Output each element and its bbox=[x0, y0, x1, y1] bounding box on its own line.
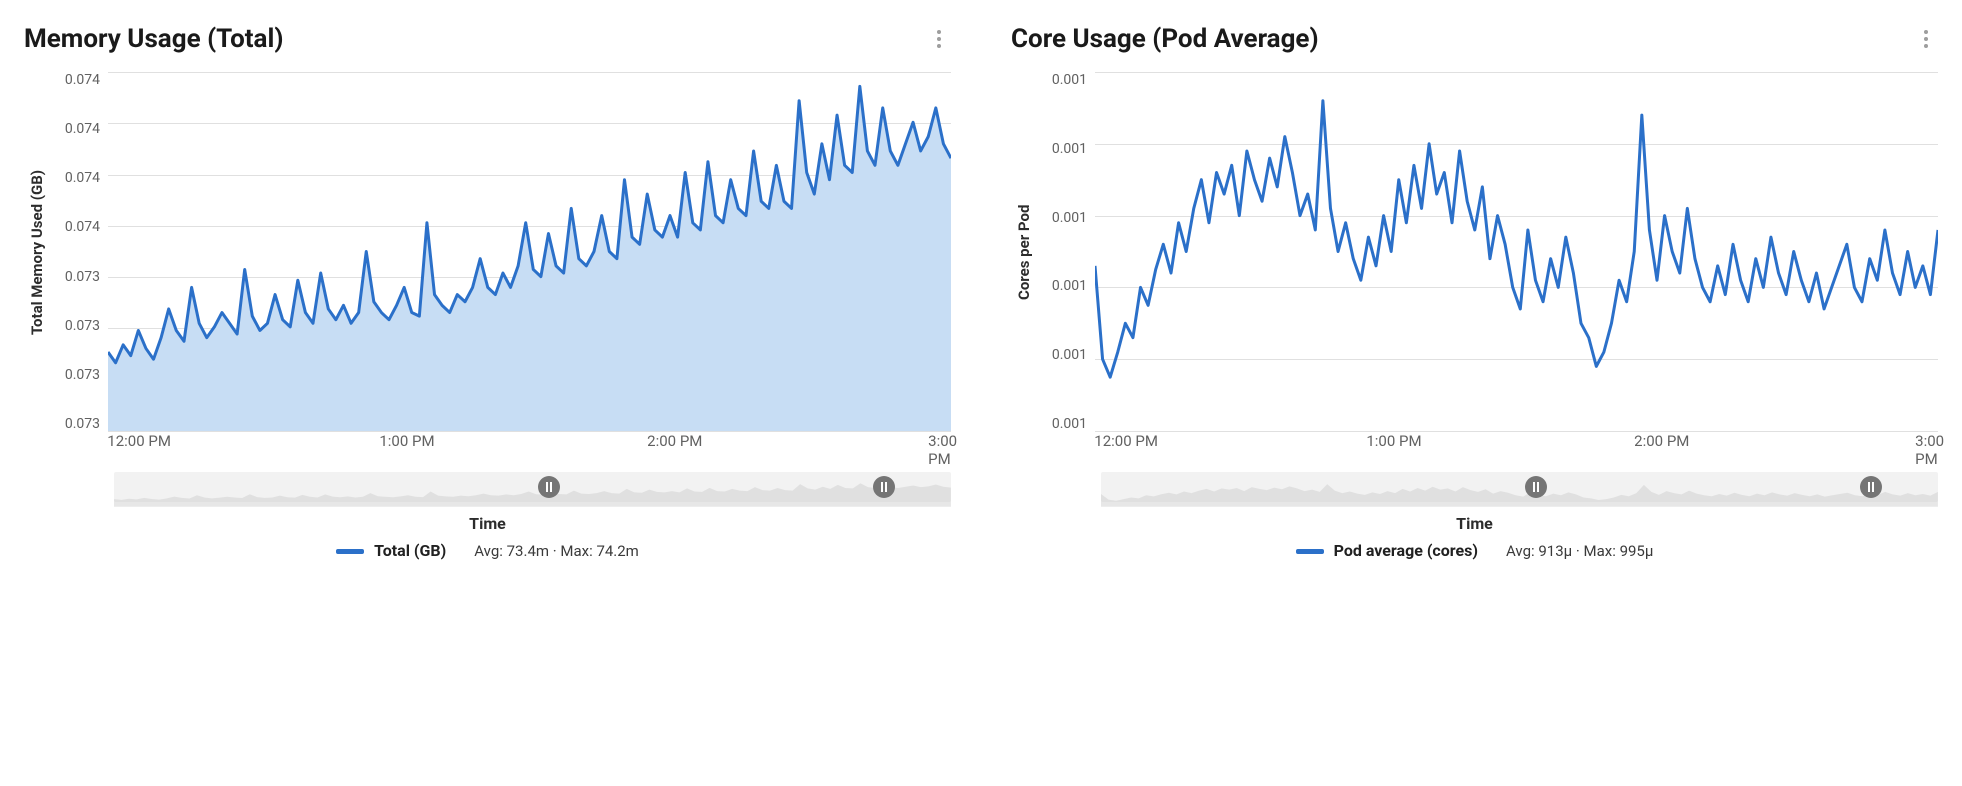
scrubber-overview bbox=[1101, 476, 1938, 507]
x-tick-label: 3:00 PM bbox=[928, 432, 957, 468]
y-axis-label: Cores per Pod bbox=[1011, 72, 1037, 432]
time-scrubber[interactable] bbox=[1101, 472, 1938, 502]
y-tick-label: 0.074 bbox=[65, 121, 100, 137]
chart-area: Cores per Pod0.0010.0010.0010.0010.0010.… bbox=[1011, 72, 1938, 432]
x-tick-label: 12:00 PM bbox=[107, 432, 171, 450]
y-tick-label: 0.073 bbox=[65, 318, 100, 334]
y-tick-label: 0.001 bbox=[1052, 210, 1087, 226]
legend-item[interactable]: Pod average (cores) bbox=[1296, 541, 1478, 560]
legend: Pod average (cores) Avg: 913µ · Max: 995µ bbox=[1011, 541, 1938, 560]
y-tick-label: 0.001 bbox=[1052, 141, 1087, 157]
panel-title: Memory Usage (Total) bbox=[24, 24, 283, 54]
y-tick-label: 0.001 bbox=[1052, 347, 1087, 363]
scrub-handle-left[interactable] bbox=[1525, 476, 1547, 498]
panel-header: Memory Usage (Total) bbox=[24, 24, 951, 54]
y-axis-ticks: 0.074 0.074 0.074 0.074 0.073 0.073 0.073 0.073 bbox=[50, 72, 108, 432]
x-tick-label: 3:00 PM bbox=[1915, 432, 1944, 468]
scrub-handle-right[interactable] bbox=[873, 476, 895, 498]
chart-area: Total Memory Used (GB)0.0740.0740.0740.0… bbox=[24, 72, 951, 432]
y-tick-label: 0.073 bbox=[65, 367, 100, 383]
y-tick-label: 0.001 bbox=[1052, 72, 1087, 88]
x-tick-label: 1:00 PM bbox=[379, 432, 434, 450]
time-scrubber[interactable] bbox=[114, 472, 951, 502]
panel-memory: Memory Usage (Total) Total Memory Used (G… bbox=[24, 24, 951, 560]
y-tick-label: 0.073 bbox=[65, 416, 100, 432]
x-tick-label: 1:00 PM bbox=[1366, 432, 1421, 450]
y-tick-label: 0.001 bbox=[1052, 416, 1087, 432]
y-tick-label: 0.001 bbox=[1052, 278, 1087, 294]
y-tick-label: 0.074 bbox=[65, 170, 100, 186]
scrubber-overview bbox=[114, 476, 951, 507]
panel-header: Core Usage (Pod Average) bbox=[1011, 24, 1938, 54]
plot-region[interactable] bbox=[108, 72, 951, 432]
x-tick-label: 12:00 PM bbox=[1094, 432, 1158, 450]
legend-stats: Avg: 913µ · Max: 995µ bbox=[1506, 542, 1653, 560]
legend-swatch bbox=[336, 549, 364, 554]
legend-swatch bbox=[1296, 549, 1324, 554]
y-tick-label: 0.074 bbox=[65, 72, 100, 88]
y-axis-label: Total Memory Used (GB) bbox=[24, 72, 50, 432]
kebab-menu-icon[interactable] bbox=[927, 27, 951, 51]
x-tick-label: 2:00 PM bbox=[647, 432, 702, 450]
y-tick-label: 0.073 bbox=[65, 269, 100, 285]
legend-stats: Avg: 73.4m · Max: 74.2m bbox=[474, 542, 639, 560]
legend-item[interactable]: Total (GB) bbox=[336, 541, 446, 560]
plot-region[interactable] bbox=[1095, 72, 1938, 432]
x-axis-ticks: 12:00 PM1:00 PM2:00 PM3:00 PM bbox=[114, 432, 951, 456]
kebab-menu-icon[interactable] bbox=[1914, 27, 1938, 51]
x-axis-label: Time bbox=[1011, 514, 1938, 533]
legend-label: Total (GB) bbox=[374, 541, 446, 560]
dashboard-row: Memory Usage (Total) Total Memory Used (G… bbox=[24, 24, 1938, 560]
x-axis-ticks: 12:00 PM1:00 PM2:00 PM3:00 PM bbox=[1101, 432, 1938, 456]
x-axis-label: Time bbox=[24, 514, 951, 533]
y-axis-ticks: 0.001 0.001 0.001 0.001 0.001 0.001 bbox=[1037, 72, 1095, 432]
legend: Total (GB) Avg: 73.4m · Max: 74.2m bbox=[24, 541, 951, 560]
legend-label: Pod average (cores) bbox=[1334, 541, 1478, 560]
panel-cores: Core Usage (Pod Average)Cores per Pod0.0… bbox=[1011, 24, 1938, 560]
chart-series bbox=[108, 72, 951, 431]
scrub-handle-right[interactable] bbox=[1860, 476, 1882, 498]
panel-title: Core Usage (Pod Average) bbox=[1011, 24, 1319, 54]
y-tick-label: 0.074 bbox=[65, 219, 100, 235]
chart-series bbox=[1095, 72, 1938, 431]
scrub-handle-left[interactable] bbox=[538, 476, 560, 498]
x-tick-label: 2:00 PM bbox=[1634, 432, 1689, 450]
